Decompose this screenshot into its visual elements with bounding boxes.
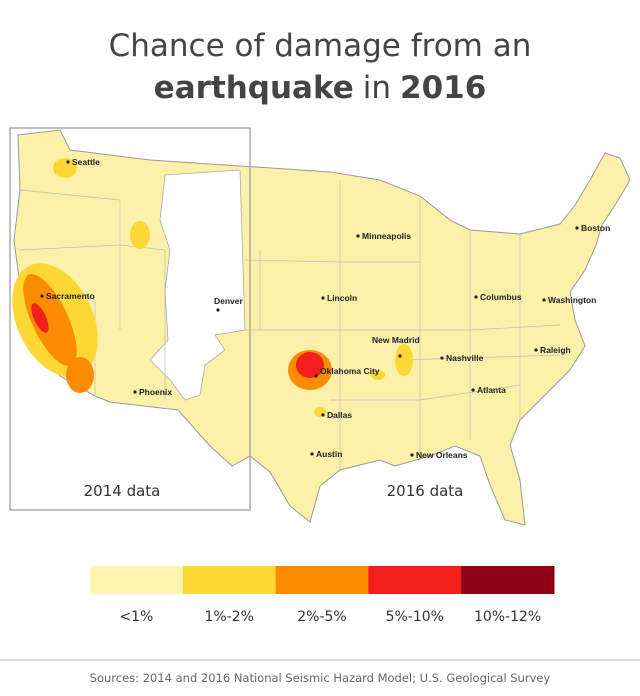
legend-label: 1%-2% bbox=[204, 609, 253, 625]
map: 2014 data 2016 data Seattle Sacramento P… bbox=[9, 127, 631, 526]
legend-swatch bbox=[461, 566, 555, 594]
cities: Seattle Sacramento Phoenix Denver Minnea… bbox=[40, 157, 610, 460]
city-label: Seattle bbox=[72, 157, 100, 167]
legend-label: 2%-5% bbox=[297, 609, 346, 625]
legend-swatch bbox=[182, 566, 277, 594]
title-line: earthquake in 2016 bbox=[154, 70, 487, 106]
legend-label: <1% bbox=[119, 609, 153, 625]
legend-swatch bbox=[90, 566, 184, 594]
panel-label: 2016 data bbox=[387, 482, 464, 500]
hazard-zones bbox=[12, 158, 413, 417]
panel-frame bbox=[9, 127, 251, 511]
city-label: Washington bbox=[548, 295, 596, 305]
legend-label: 5%-10% bbox=[386, 609, 444, 625]
legend: <1% 1%-2% 2%-5% 5%-10% 10%-12% bbox=[90, 566, 555, 625]
title-word: in bbox=[363, 70, 391, 106]
city-label: Dallas bbox=[327, 410, 352, 420]
city-label: Lincoln bbox=[327, 293, 357, 303]
legend-swatch bbox=[275, 566, 369, 594]
title-word: 2016 bbox=[400, 70, 486, 106]
city-label: New Orleans bbox=[416, 450, 468, 460]
city-label: Denver bbox=[214, 296, 244, 306]
source: Sources: 2014 and 2016 National Seismic … bbox=[90, 671, 551, 685]
title-line: Chance of damage from an bbox=[109, 28, 532, 64]
city-label: Atlanta bbox=[477, 385, 506, 395]
legend-label: 10%-12% bbox=[474, 609, 541, 625]
city-label: Phoenix bbox=[139, 387, 172, 397]
city-label: New Madrid bbox=[372, 335, 420, 345]
city-label: Oklahoma City bbox=[320, 366, 380, 376]
no-data-region bbox=[149, 169, 246, 401]
city-label: Columbus bbox=[480, 292, 522, 302]
legend-swatch bbox=[368, 566, 462, 594]
title-word: earthquake bbox=[154, 70, 354, 106]
city-label: Boston bbox=[581, 223, 610, 233]
city-label: Minneapolis bbox=[362, 231, 411, 241]
city-label: Austin bbox=[316, 449, 342, 459]
city-label: Raleigh bbox=[540, 345, 571, 355]
city-label: Sacramento bbox=[46, 291, 95, 301]
state-lines bbox=[19, 180, 561, 470]
us-outline bbox=[13, 129, 631, 526]
panel-label: 2014 data bbox=[84, 482, 161, 500]
city-label: Nashville bbox=[446, 353, 484, 363]
